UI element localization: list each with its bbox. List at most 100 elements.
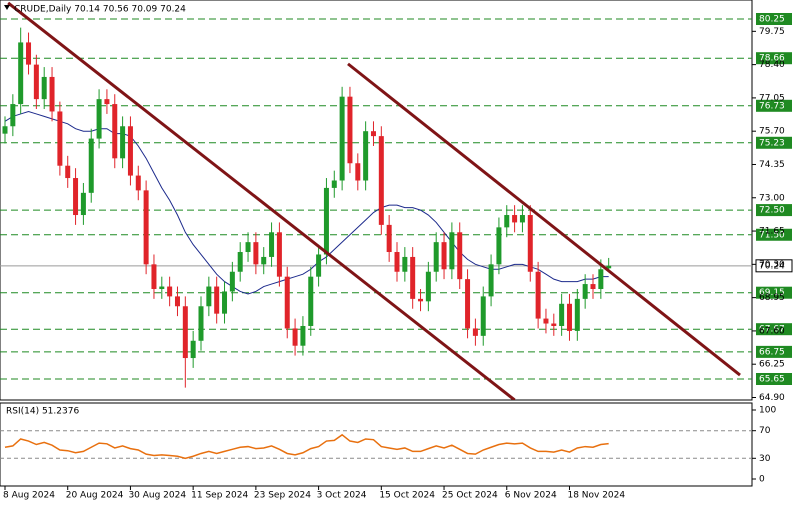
candle-body (378, 136, 384, 225)
candle-body (394, 252, 400, 272)
level-label: 67.67 (759, 325, 785, 335)
candle-body (182, 306, 188, 359)
rsi-tick-label: 100 (759, 406, 776, 416)
rsi-title: RSI(14) 51.2376 (6, 407, 79, 417)
candle-body (245, 242, 251, 253)
candle-body (18, 42, 24, 105)
candle-body (198, 306, 204, 341)
y-tick-label: 68.95 (759, 293, 785, 303)
candle-body (323, 187, 329, 255)
level-box (756, 286, 792, 299)
candle-body (472, 328, 478, 336)
y-tick-label: 66.25 (759, 360, 785, 370)
y-tick-label: 70.30 (759, 260, 785, 270)
level-box (756, 204, 792, 217)
candle-body (457, 232, 463, 280)
trend-line (7, 1, 516, 400)
level-box (756, 228, 792, 241)
candle-body (559, 303, 565, 326)
level-label: 76.73 (759, 101, 785, 111)
level-label: 75.23 (759, 138, 785, 148)
candle-body (135, 175, 141, 191)
candle-body (425, 271, 431, 302)
candle-body (206, 286, 212, 307)
rsi-line (4, 433, 609, 460)
candle-body (465, 279, 471, 329)
candle-body (527, 215, 533, 272)
rsi-panel (0, 402, 753, 487)
candle-body (496, 227, 502, 265)
candle-body (261, 256, 267, 265)
candle-body (269, 232, 275, 257)
level-box (756, 99, 792, 112)
level-box (756, 373, 792, 385)
candle-body (355, 163, 361, 181)
candle-body (159, 286, 165, 289)
level-box (756, 52, 792, 65)
trend-line (347, 62, 741, 377)
candle-body (174, 296, 180, 307)
candle-body (73, 178, 79, 216)
last-price-box (755, 259, 793, 273)
y-tick-label: 74.35 (759, 160, 785, 170)
candle-body (300, 325, 306, 346)
candle-body (112, 104, 118, 159)
level-label: 66.75 (759, 347, 785, 357)
level-box (756, 13, 792, 25)
candle-body (386, 224, 392, 253)
candle-body (33, 64, 39, 100)
candle-body (410, 256, 416, 299)
candle-body (582, 284, 588, 299)
candle-body (229, 271, 235, 292)
y-tick-label: 73.00 (759, 193, 785, 203)
candle-body (370, 131, 376, 137)
chart-title: CRUDE,Daily 70.14 70.56 70.09 70.24 (14, 5, 186, 15)
y-tick-label: 77.05 (759, 93, 785, 103)
level-label: 65.65 (759, 375, 785, 385)
x-tick-label: 3 Oct 2024 (317, 491, 367, 501)
candle-body (519, 215, 525, 223)
candle-body (237, 252, 243, 272)
candle-body (190, 340, 196, 359)
x-tick-label: 6 Nov 2024 (505, 491, 557, 501)
level-box (756, 323, 792, 336)
x-tick-label: 15 Oct 2024 (379, 491, 435, 501)
candle-body (26, 42, 32, 65)
y-tick-label: 79.75 (759, 27, 785, 37)
candle-body (284, 276, 290, 329)
rsi-tick-label: 70 (759, 426, 771, 436)
candle-body (96, 99, 102, 139)
candle-body (104, 99, 110, 105)
candle-body (127, 126, 133, 176)
candle-body (276, 232, 282, 277)
candle-body (598, 269, 604, 289)
x-tick-label: 25 Oct 2024 (442, 491, 498, 501)
x-tick-label: 18 Nov 2024 (567, 491, 625, 501)
title-icon (4, 5, 10, 10)
x-tick-label: 30 Aug 2024 (128, 491, 186, 501)
level-label: 71.50 (759, 230, 785, 240)
candle-body (88, 138, 94, 193)
candle-body (316, 254, 322, 277)
x-tick-label: 8 Aug 2024 (3, 491, 55, 501)
candle-body (331, 180, 337, 188)
candle-body (402, 256, 408, 272)
candle-body (167, 286, 173, 297)
x-tick-label: 23 Sep 2024 (254, 491, 311, 501)
candle-body (143, 190, 149, 265)
ma-line (4, 110, 609, 295)
candle-body (49, 76, 55, 112)
level-box (756, 136, 792, 149)
candle-body (488, 264, 494, 297)
candle-body (535, 271, 541, 319)
candle-body (418, 298, 424, 302)
candle-body (449, 232, 455, 270)
candle-body (347, 96, 353, 164)
rsi-tick-label: 30 (759, 454, 771, 464)
overlay: 80.25 78.66 76.73 75.23 72.50 71.50 69.15 67.67… (755, 13, 793, 385)
y-tick-label: 67.60 (759, 326, 785, 336)
candle-body (504, 215, 510, 228)
main-plot (0, 1, 752, 400)
candle-body (339, 96, 345, 181)
